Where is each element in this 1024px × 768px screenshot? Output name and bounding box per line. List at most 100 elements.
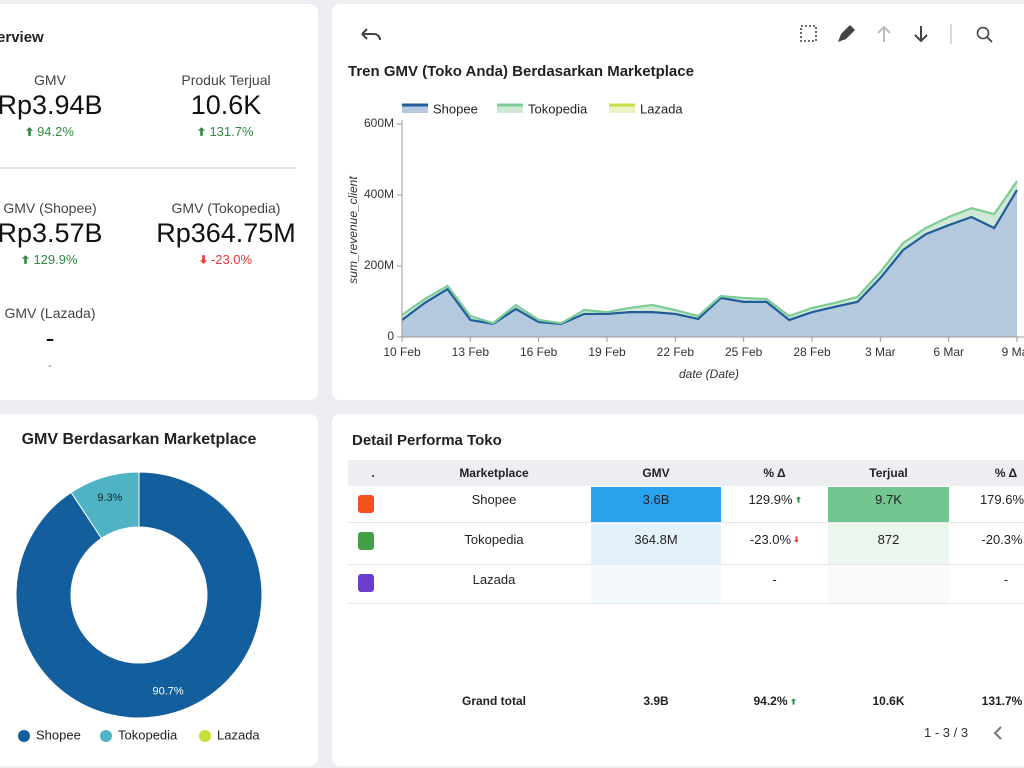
kpi-label: GMV (Lazada) (4, 305, 96, 321)
legend-label: Lazada (640, 101, 683, 116)
x-tick-label: 13 Feb (452, 345, 490, 359)
legend-label: Tokopedia (528, 101, 588, 116)
cell-text: - (1003, 572, 1009, 587)
chart-title: GMV Berdasarkan Marketplace (21, 431, 257, 448)
cell-text: 10.6K (872, 694, 905, 708)
row-border (348, 603, 1024, 604)
kpi-change: -23.0% (126, 252, 326, 267)
line (401, 189, 1018, 326)
donut-chart: 90.7% 9.3% Shopee Tokopedia Lazada (15, 471, 263, 742)
row-border (348, 522, 1024, 523)
x-tick-label: 3 Mar (865, 345, 896, 359)
header-cell: % Δ (763, 466, 786, 480)
cell-text: - (772, 572, 777, 587)
arrow-shape (198, 127, 206, 136)
kpi-change: 129.9% (0, 252, 150, 267)
y-tick-label: 200M (364, 258, 394, 272)
cell-text: -23.0% (749, 531, 792, 547)
kpi-label: GMV (34, 72, 66, 88)
arrow-shape (199, 255, 207, 264)
trend-arrow (795, 496, 801, 503)
cell-text: 872 (877, 531, 900, 547)
legend-item: Lazada (609, 101, 683, 116)
cell-text: 131.7% (981, 694, 1023, 708)
legend-label: Lazada (217, 727, 260, 742)
area (402, 190, 1017, 337)
header-row (348, 460, 1024, 486)
cell-text: 3.6B (642, 492, 670, 507)
cell-text: 129.9% (748, 492, 793, 507)
legend-swatch (402, 105, 428, 113)
kpi-change-text: 131.7% (209, 124, 254, 139)
arrow-shape (795, 496, 801, 503)
overview-card (0, 4, 318, 400)
kpi-value: Rp3.94B (0, 90, 103, 120)
kpi-label: GMV (Shopee) (3, 200, 97, 216)
trend-arrow (198, 127, 206, 136)
header-cell: . (371, 466, 375, 480)
trend-arrow (790, 697, 796, 705)
select-icon[interactable] (800, 25, 817, 42)
cell: 3.6B (590, 488, 722, 511)
cell: 131.7% (950, 692, 1024, 710)
kpi-label: GMV (Tokopedia) (171, 200, 281, 216)
x-tick-label: 22 Feb (657, 345, 695, 359)
cell (590, 567, 722, 592)
cell: 872 (827, 525, 950, 553)
cell-bg (591, 566, 721, 603)
arrow-shape (26, 127, 34, 136)
cell: 9.7K (827, 488, 950, 511)
arrow-shape (794, 535, 800, 543)
kpi-change: - (0, 360, 150, 372)
x-tick-label: 6 Mar (933, 345, 964, 359)
row-border (348, 564, 1024, 565)
overview-title: Overview (0, 29, 44, 46)
header-cell: Terjual (869, 466, 908, 480)
arrow-shape (790, 697, 796, 705)
cell-text: 179.6% (979, 492, 1024, 507)
x-tick-label: 10 Feb (383, 345, 421, 359)
cell: -23.0% (722, 525, 827, 553)
cell: 179.6% (950, 488, 1024, 511)
pagination: 1 - 3 / 3 (924, 725, 969, 740)
cell-text: 9.7K (875, 492, 902, 507)
up-icon[interactable] (877, 25, 891, 42)
cell-text: Tokopedia (464, 531, 524, 547)
edit-icon[interactable] (838, 25, 855, 42)
trend-arrow (794, 535, 800, 543)
cell-text: -20.3% (981, 531, 1023, 547)
cell: 3.9B (590, 692, 722, 710)
cell-bg (828, 524, 949, 564)
down-icon[interactable] (914, 26, 928, 43)
marketplace-logo (358, 495, 374, 513)
cell: Tokopedia (398, 525, 590, 553)
prev-page[interactable] (990, 725, 1006, 741)
y-tick-label: 600M (364, 116, 394, 130)
kpi-change-text: 94.2% (37, 124, 74, 139)
cell: - (722, 567, 827, 592)
kpi-value: 10.6K (190, 90, 262, 120)
x-tick-label: 16 Feb (520, 345, 558, 359)
cell-bg (591, 524, 721, 564)
cell: 129.9% (722, 488, 827, 511)
donut-slice (70, 471, 140, 539)
kpi-change: 94.2% (0, 124, 150, 139)
header-cell: % Δ (994, 466, 1018, 480)
total-label: Grand total (461, 694, 526, 708)
slice-label: 90.7% (152, 686, 183, 698)
kpi-change-text: 129.9% (33, 252, 78, 267)
cell (827, 567, 950, 592)
legend-label: Tokopedia (118, 727, 178, 742)
cell-text: Shopee (471, 492, 517, 507)
legend-swatch (609, 105, 635, 113)
cell: Lazada (398, 567, 590, 592)
cell-text: Lazada (472, 572, 516, 587)
cell-bg (828, 487, 949, 522)
header-cell: Marketplace (459, 466, 529, 480)
zoom-icon[interactable] (976, 26, 990, 40)
legend-dot (100, 730, 112, 742)
undo-icon[interactable] (361, 28, 381, 41)
marketplace-logo (358, 574, 374, 592)
cell: - (950, 567, 1024, 592)
y-tick-label: 0 (387, 329, 394, 343)
